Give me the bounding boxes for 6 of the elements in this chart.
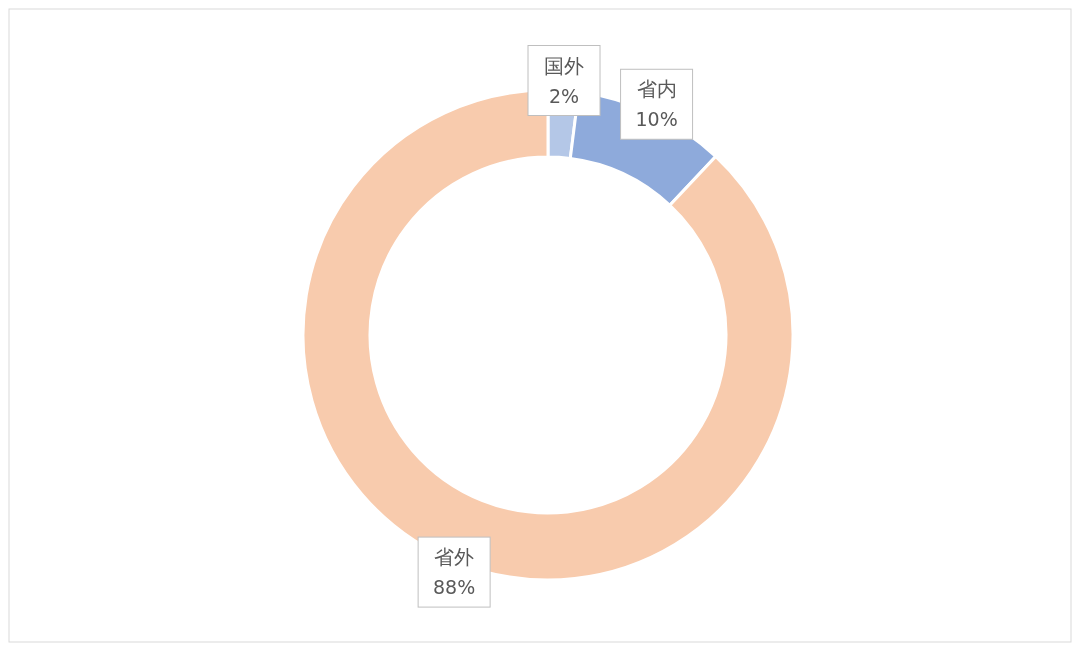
slice-label: 省内: [636, 77, 677, 102]
slice-label: 省外: [434, 545, 475, 570]
slice-label: 国外: [544, 53, 585, 78]
data-label: 10%: [635, 108, 678, 131]
data-label: 2%: [548, 84, 580, 107]
data-label: 88%: [433, 576, 476, 599]
